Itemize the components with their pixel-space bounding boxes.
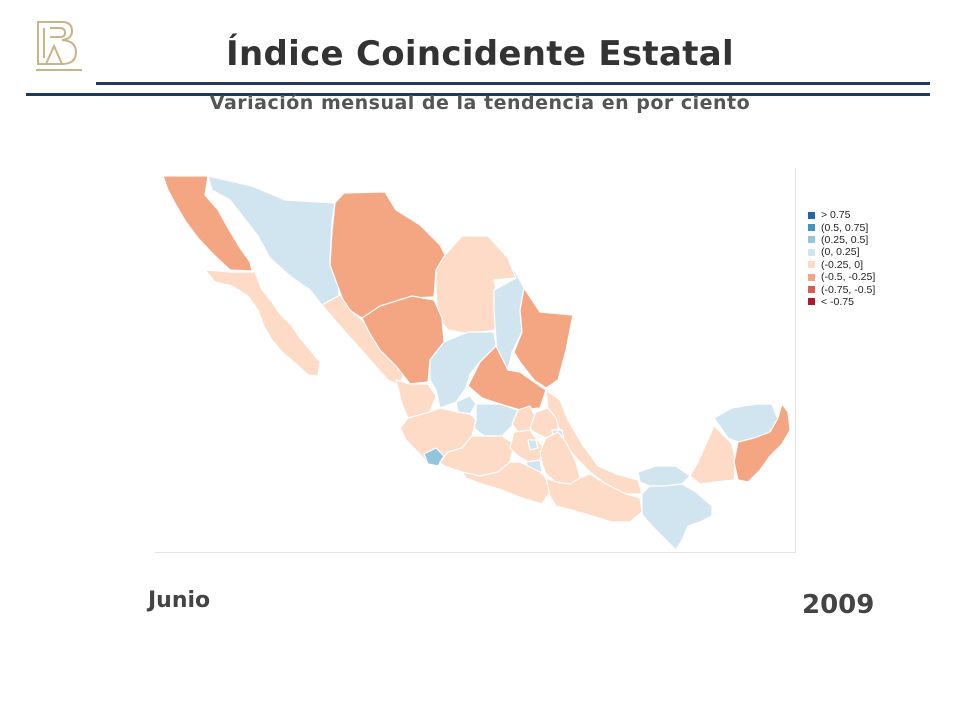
state-zacatecas <box>429 331 497 409</box>
state-baja-california <box>162 175 253 272</box>
legend-label: (0.25, 0.5] <box>821 233 869 246</box>
month-label: Junio <box>148 588 211 613</box>
legend-item: (-0.75, -0.5] <box>808 283 876 296</box>
legend-item: < -0.75 <box>808 296 875 308</box>
legend-label: (0, 0.25] <box>821 246 860 259</box>
state-chihuahua <box>329 191 446 319</box>
legend-swatch <box>808 261 815 269</box>
state-tabasco <box>637 465 691 487</box>
state-distrito-federal <box>527 439 539 451</box>
map-legend: > 0.75 (0.5, 0.75] (0.25, 0.5] (0, 0.25]… <box>808 209 875 308</box>
page-subtitle: Variación mensual de la tendencia en por… <box>209 92 751 114</box>
state-guanajuato <box>473 403 519 437</box>
legend-label: > 0.75 <box>821 209 851 222</box>
legend-item: (0.25, 0.5] <box>808 234 875 246</box>
mexico-states-map <box>162 175 791 551</box>
legend-swatch <box>808 211 815 219</box>
legend-label: (0.5, 0.75] <box>821 221 869 234</box>
legend-item: (-0.5, -0.25] <box>808 271 875 283</box>
state-chiapas <box>641 483 713 551</box>
legend-item: > 0.75 <box>808 209 875 221</box>
legend-swatch <box>808 273 815 281</box>
state-oaxaca <box>545 473 643 523</box>
legend-swatch <box>808 248 815 256</box>
state-quintana-roo <box>733 403 791 483</box>
legend-swatch <box>808 224 815 232</box>
banxico-logo <box>36 21 82 71</box>
title-rule-bottom <box>26 93 930 96</box>
state-aguascalientes <box>455 395 477 415</box>
legend-swatch <box>808 286 815 294</box>
title-rule-top <box>96 82 930 85</box>
legend-swatch <box>808 298 815 306</box>
legend-label: (-0.75, -0.5] <box>821 283 876 296</box>
map-frame <box>155 168 796 553</box>
legend-label: (-0.5, -0.25] <box>821 271 876 284</box>
state-campeche <box>689 425 737 485</box>
year-label: 2009 <box>802 590 875 620</box>
legend-item: (0.5, 0.75] <box>808 221 875 234</box>
legend-item: (0, 0.25] <box>808 246 875 258</box>
legend-label: (-0.25, 0] <box>821 258 864 271</box>
state-baja-california-sur <box>204 269 321 377</box>
legend-swatch <box>808 236 815 244</box>
legend-item: (-0.25, 0] <box>808 259 875 271</box>
state-tamaulipas <box>513 287 574 389</box>
page-title: Índice Coincidente Estatal <box>226 34 734 74</box>
legend-label: < -0.75 <box>821 295 854 308</box>
